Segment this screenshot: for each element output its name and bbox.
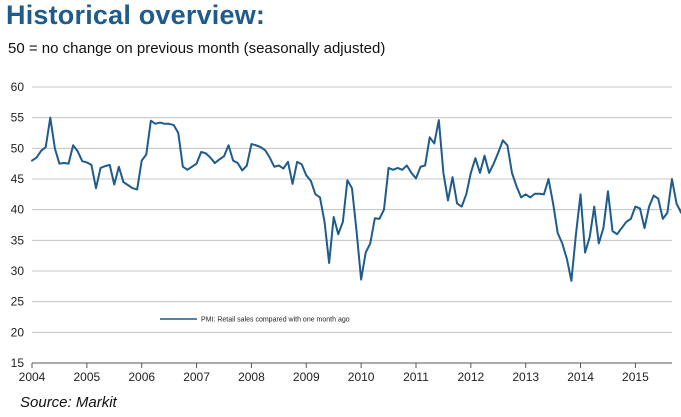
y-tick-label: 55 — [11, 111, 25, 125]
y-tick-label: 25 — [11, 295, 25, 309]
source-note: Source: Markit — [20, 394, 117, 411]
y-tick-label: 60 — [11, 80, 25, 94]
x-tick-label: 2009 — [293, 370, 320, 384]
x-tick-label: 2004 — [19, 370, 46, 384]
x-tick-label: 2010 — [348, 370, 375, 384]
x-tick-label: 2008 — [238, 370, 265, 384]
grid-lines — [32, 86, 672, 333]
x-tick-label: 2012 — [457, 370, 484, 384]
page-title: Historical overview: — [6, 0, 266, 30]
y-tick-label: 50 — [11, 141, 25, 155]
y-tick-label: 35 — [11, 233, 25, 247]
axes: 15 20 25 30 35 40 45 50 55 60 2004 2005 2006 2007 2008… — [11, 80, 672, 384]
y-tick-label: 15 — [11, 356, 25, 370]
y-tick-label: 30 — [11, 264, 25, 278]
x-tick-label: 2007 — [183, 370, 210, 384]
y-tick-label: 45 — [11, 172, 25, 186]
y-tick-label: 20 — [11, 325, 25, 339]
chart-subtitle: 50 = no change on previous month (season… — [8, 40, 386, 57]
legend-label: PMI: Retail sales compared with one mont… — [201, 317, 350, 324]
y-tick-label: 40 — [11, 203, 25, 217]
legend: PMI: Retail sales compared with one mont… — [160, 317, 350, 324]
x-tick-label: 2013 — [512, 370, 539, 384]
x-tick-label: 2011 — [403, 370, 429, 384]
series-layer — [31, 116, 681, 282]
series-line-0 — [31, 116, 681, 282]
x-tick-label: 2006 — [128, 370, 155, 384]
x-tick-label: 2005 — [74, 370, 101, 384]
x-tick-label: 2014 — [567, 370, 594, 384]
x-tick-label: 2015 — [622, 370, 649, 384]
